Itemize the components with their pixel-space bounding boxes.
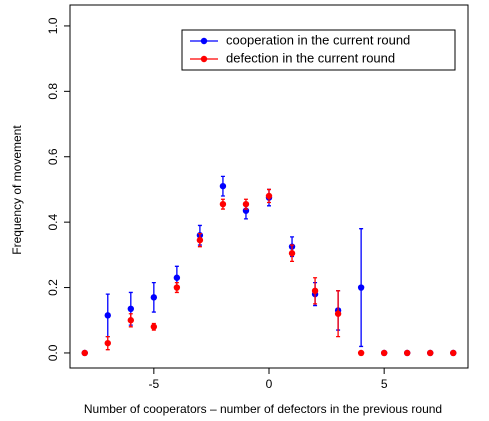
data-point [127, 305, 135, 313]
y-tick-label: 0.6 [46, 148, 60, 165]
data-point [219, 182, 227, 190]
legend-box [181, 29, 456, 71]
x-tick-label: 5 [381, 377, 388, 391]
x-tick-label: -5 [149, 377, 160, 391]
data-point [104, 312, 111, 319]
y-tick-label: 0.4 [46, 213, 60, 230]
data-point [450, 349, 457, 357]
data-point [81, 349, 88, 357]
data-point [150, 323, 158, 330]
y-tick-label: 0.8 [46, 83, 60, 100]
data-point [403, 349, 411, 357]
data-point [380, 349, 388, 357]
data-point [219, 200, 227, 208]
legend-label: cooperation in the current round [226, 32, 410, 47]
data-point [173, 284, 181, 291]
legend-marker [200, 55, 208, 63]
data-point [357, 349, 365, 357]
data-point [104, 339, 111, 347]
data-point [242, 200, 250, 208]
data-point [334, 310, 342, 317]
data-point [311, 287, 319, 295]
data-point [427, 349, 434, 357]
data-point [150, 294, 158, 301]
data-point [127, 317, 135, 324]
data-point [357, 284, 365, 291]
data-point [288, 250, 296, 257]
y-tick-label: 1.0 [46, 17, 60, 34]
data-point [265, 192, 273, 200]
legend-marker [200, 37, 208, 45]
data-point [196, 236, 204, 244]
y-axis-title: Frequency of movement [10, 125, 24, 255]
data-point [173, 274, 181, 281]
x-axis-title: Number of cooperators – number of defect… [84, 402, 442, 416]
x-tick-label: 0 [266, 377, 273, 391]
y-tick-label: 0.0 [46, 344, 60, 361]
legend-label: defection in the current round [226, 50, 395, 65]
y-tick-label: 0.2 [46, 279, 60, 296]
